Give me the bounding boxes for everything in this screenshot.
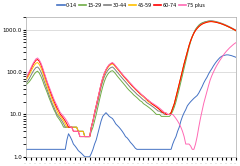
45-59 <box>82 130 85 132</box>
60-74 <box>25 77 28 79</box>
0-14 <box>225 54 228 56</box>
60-74 <box>116 67 119 69</box>
0-14 <box>191 99 194 101</box>
30-44 <box>83 136 86 138</box>
45-59 <box>165 113 168 115</box>
45-59 <box>135 90 138 92</box>
75 plus <box>134 87 137 89</box>
60-74 <box>181 69 184 71</box>
60-74 <box>191 36 194 38</box>
15-29 <box>191 36 194 38</box>
75 plus <box>180 126 182 128</box>
15-29 <box>25 84 28 86</box>
Line: 60-74: 60-74 <box>26 22 236 137</box>
Line: 45-59: 45-59 <box>26 22 236 137</box>
60-74 <box>209 21 212 23</box>
45-59 <box>181 69 184 71</box>
75 plus <box>163 112 166 114</box>
30-44 <box>181 70 184 72</box>
30-44 <box>209 20 212 22</box>
0-14 <box>181 115 184 117</box>
30-44 <box>82 130 85 132</box>
60-74 <box>135 89 138 91</box>
Line: 75 plus: 75 plus <box>26 42 236 149</box>
30-44 <box>165 113 168 115</box>
15-29 <box>116 75 119 77</box>
30-44 <box>116 71 119 73</box>
60-74 <box>235 30 238 32</box>
45-59 <box>191 36 194 38</box>
30-44 <box>135 93 138 95</box>
15-29 <box>135 97 138 99</box>
45-59 <box>210 21 213 23</box>
0-14 <box>83 156 86 158</box>
45-59 <box>83 136 86 138</box>
75 plus <box>25 76 28 78</box>
Line: 0-14: 0-14 <box>26 55 236 157</box>
0-14 <box>116 124 119 126</box>
75 plus <box>235 42 238 43</box>
0-14 <box>135 148 138 150</box>
Line: 15-29: 15-29 <box>26 21 236 137</box>
30-44 <box>25 82 28 84</box>
15-29 <box>165 115 168 117</box>
15-29 <box>235 30 238 32</box>
0-14 <box>235 56 238 58</box>
45-59 <box>235 30 238 32</box>
15-29 <box>209 20 212 22</box>
0-14 <box>82 154 85 156</box>
Legend: 0-14, 15-29, 30-44, 45-59, 60-74, 75 plus: 0-14, 15-29, 30-44, 45-59, 60-74, 75 plu… <box>55 1 207 10</box>
15-29 <box>83 136 86 138</box>
75 plus <box>191 148 194 150</box>
30-44 <box>235 29 238 31</box>
60-74 <box>165 113 168 115</box>
15-29 <box>82 130 85 132</box>
45-59 <box>116 68 119 70</box>
30-44 <box>191 35 194 37</box>
75 plus <box>114 65 117 67</box>
60-74 <box>78 136 81 138</box>
0-14 <box>165 148 168 150</box>
75 plus <box>82 136 85 138</box>
75 plus <box>189 145 192 147</box>
Line: 30-44: 30-44 <box>26 21 236 137</box>
60-74 <box>83 136 86 138</box>
15-29 <box>181 74 184 76</box>
0-14 <box>25 148 28 150</box>
45-59 <box>25 79 28 81</box>
